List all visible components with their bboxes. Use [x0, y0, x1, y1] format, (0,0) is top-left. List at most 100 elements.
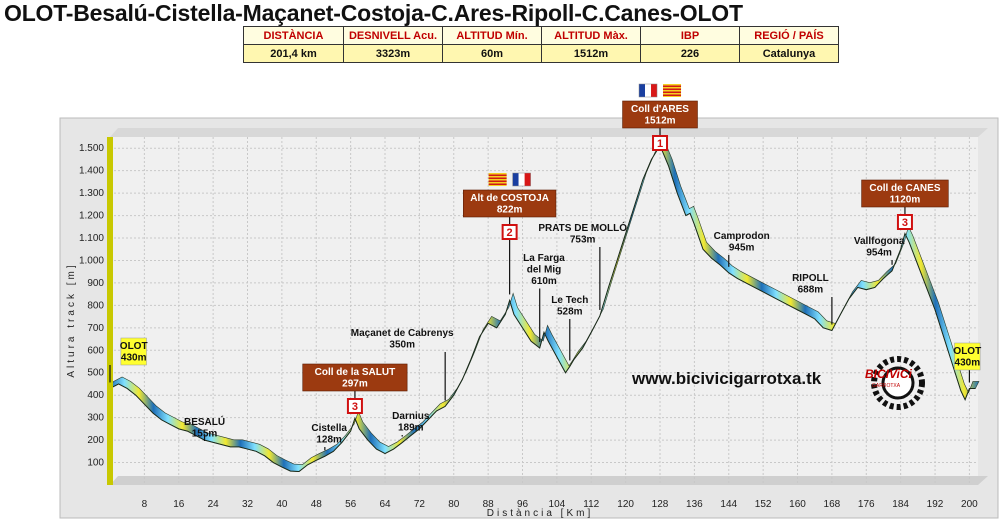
x-tick-label: 200 — [961, 499, 978, 510]
y-axis: 100 200 300 400 500 600 700 800 900 1.000 1.100 1.2… — [79, 137, 113, 485]
flag-catalonia-icon — [663, 84, 682, 97]
x-tick-label: 40 — [276, 499, 288, 510]
annotation-text: PRATS DE MOLLÓ — [538, 221, 627, 234]
climb-category-text: 3 — [352, 401, 358, 413]
annotation-box — [302, 363, 408, 392]
y-axis-label: Altura track [m] — [66, 262, 77, 377]
annotation-text: Camprodon — [714, 231, 770, 242]
x-tick-label: 184 — [892, 499, 909, 510]
annotation-text: Vallfogona — [854, 236, 905, 247]
annotation-text: RIPOLL — [792, 273, 829, 284]
flag-stripe-red — [663, 91, 682, 93]
x-tick-label: 16 — [173, 499, 185, 510]
stats-value-max-altitude: 1512m — [541, 44, 641, 63]
x-tick-label: 48 — [311, 499, 323, 510]
flag-border — [512, 172, 531, 187]
annotation-text: 1120m — [890, 195, 921, 206]
annotation-text: 528m — [557, 307, 583, 318]
annotation-text: Alt de COSTOJA — [470, 193, 549, 204]
flag-stripe-red — [488, 174, 507, 176]
annotation-text: 753m — [570, 235, 596, 246]
flag-field — [663, 84, 682, 97]
y-tick-label: 100 — [87, 458, 104, 469]
flag-stripe-red — [488, 177, 507, 179]
flag-catalonia-icon — [488, 173, 507, 186]
x-tick-label: 128 — [652, 499, 669, 510]
annotation-text: 822m — [497, 205, 523, 216]
x-tick-label: 88 — [483, 499, 495, 510]
x-tick-label: 8 — [142, 499, 148, 510]
x-tick-label: 32 — [242, 499, 254, 510]
flag-stripe-red — [524, 173, 531, 186]
chart-back-top — [110, 128, 988, 137]
annotation-text: 189m — [398, 423, 424, 434]
annotation-text: 297m — [342, 379, 368, 390]
x-tick-label: 112 — [583, 499, 599, 510]
y-tick-label: 1.200 — [79, 211, 104, 222]
y-tick-label: 900 — [87, 278, 104, 289]
stats-value-min-altitude: 60m — [442, 44, 542, 63]
annotation-text: Coll de la SALUT — [315, 367, 396, 378]
y-tick-label: 800 — [87, 300, 104, 311]
stats-value-ibp: 226 — [640, 44, 740, 63]
flag-field — [488, 173, 507, 186]
flag-stripe-white — [518, 173, 525, 186]
annotation-text: 128m — [316, 435, 342, 446]
x-tick-label: 136 — [686, 499, 703, 510]
y-tick-label: 400 — [87, 390, 104, 401]
annotation-text: OLOT — [120, 341, 148, 352]
climb-category-text: 3 — [902, 217, 908, 229]
stats-table: DISTÀNCIA DESNIVELL Acu. ALTITUD Mín. AL… — [243, 26, 839, 63]
x-tick-label: 144 — [720, 499, 737, 510]
flag-france-icon — [638, 83, 658, 98]
stats-header-elevation-gain: DESNIVELL Acu. — [343, 26, 443, 45]
x-tick-label: 192 — [927, 499, 944, 510]
annotation-text: La Farga — [523, 253, 565, 264]
y-tick-label: 1.400 — [79, 166, 104, 177]
logo-gear-icon — [871, 356, 925, 410]
stats-header-row: DISTÀNCIA DESNIVELL Acu. ALTITUD Mín. AL… — [243, 26, 839, 45]
logo-subtext: GARROTXA — [872, 383, 901, 389]
stats-value-region: Catalunya — [739, 44, 839, 63]
annotation-text: Cistella — [311, 423, 347, 434]
flag-stripe-blue — [512, 173, 519, 186]
x-tick-label: 168 — [824, 499, 841, 510]
y-tick-label: 1.000 — [79, 255, 104, 266]
annotation-text: 610m — [531, 276, 557, 287]
x-tick-label: 160 — [789, 499, 806, 510]
flag-stripe-white — [645, 84, 652, 97]
annotation-text: 430m — [121, 353, 147, 364]
y-tick-label: 1.300 — [79, 188, 104, 199]
annotation-text: Darnius — [392, 411, 430, 422]
x-axis-label: Distància [Km] — [487, 508, 593, 519]
y-tick-label: 700 — [87, 323, 104, 334]
x-tick-label: 56 — [345, 499, 357, 510]
x-tick-label: 24 — [208, 499, 220, 510]
plot-floor — [110, 476, 988, 485]
flag-stripe-red — [651, 84, 658, 97]
annotation-text: OLOT — [953, 346, 981, 357]
flag-stripe-red — [488, 180, 507, 182]
annotation-box — [622, 100, 698, 129]
y-tick-label: 600 — [87, 345, 104, 356]
annotation-text: 945m — [729, 243, 755, 254]
y-tick-label: 1.500 — [79, 143, 104, 154]
logo-wheel-icon — [881, 366, 915, 400]
flag-border — [638, 83, 658, 98]
x-tick-label: 176 — [858, 499, 875, 510]
annotation-text: Maçanet de Cabrenys — [351, 328, 454, 339]
climb-category-text: 1 — [657, 138, 663, 150]
flag-stripe-red — [488, 183, 507, 185]
y-tick-label: 200 — [87, 435, 104, 446]
profile-line — [109, 144, 976, 473]
y-tick-label: 500 — [87, 368, 104, 379]
annotation-text: Le Tech — [551, 295, 588, 306]
watermark-url: www.bicivicigarrotxa.tk — [631, 369, 822, 388]
